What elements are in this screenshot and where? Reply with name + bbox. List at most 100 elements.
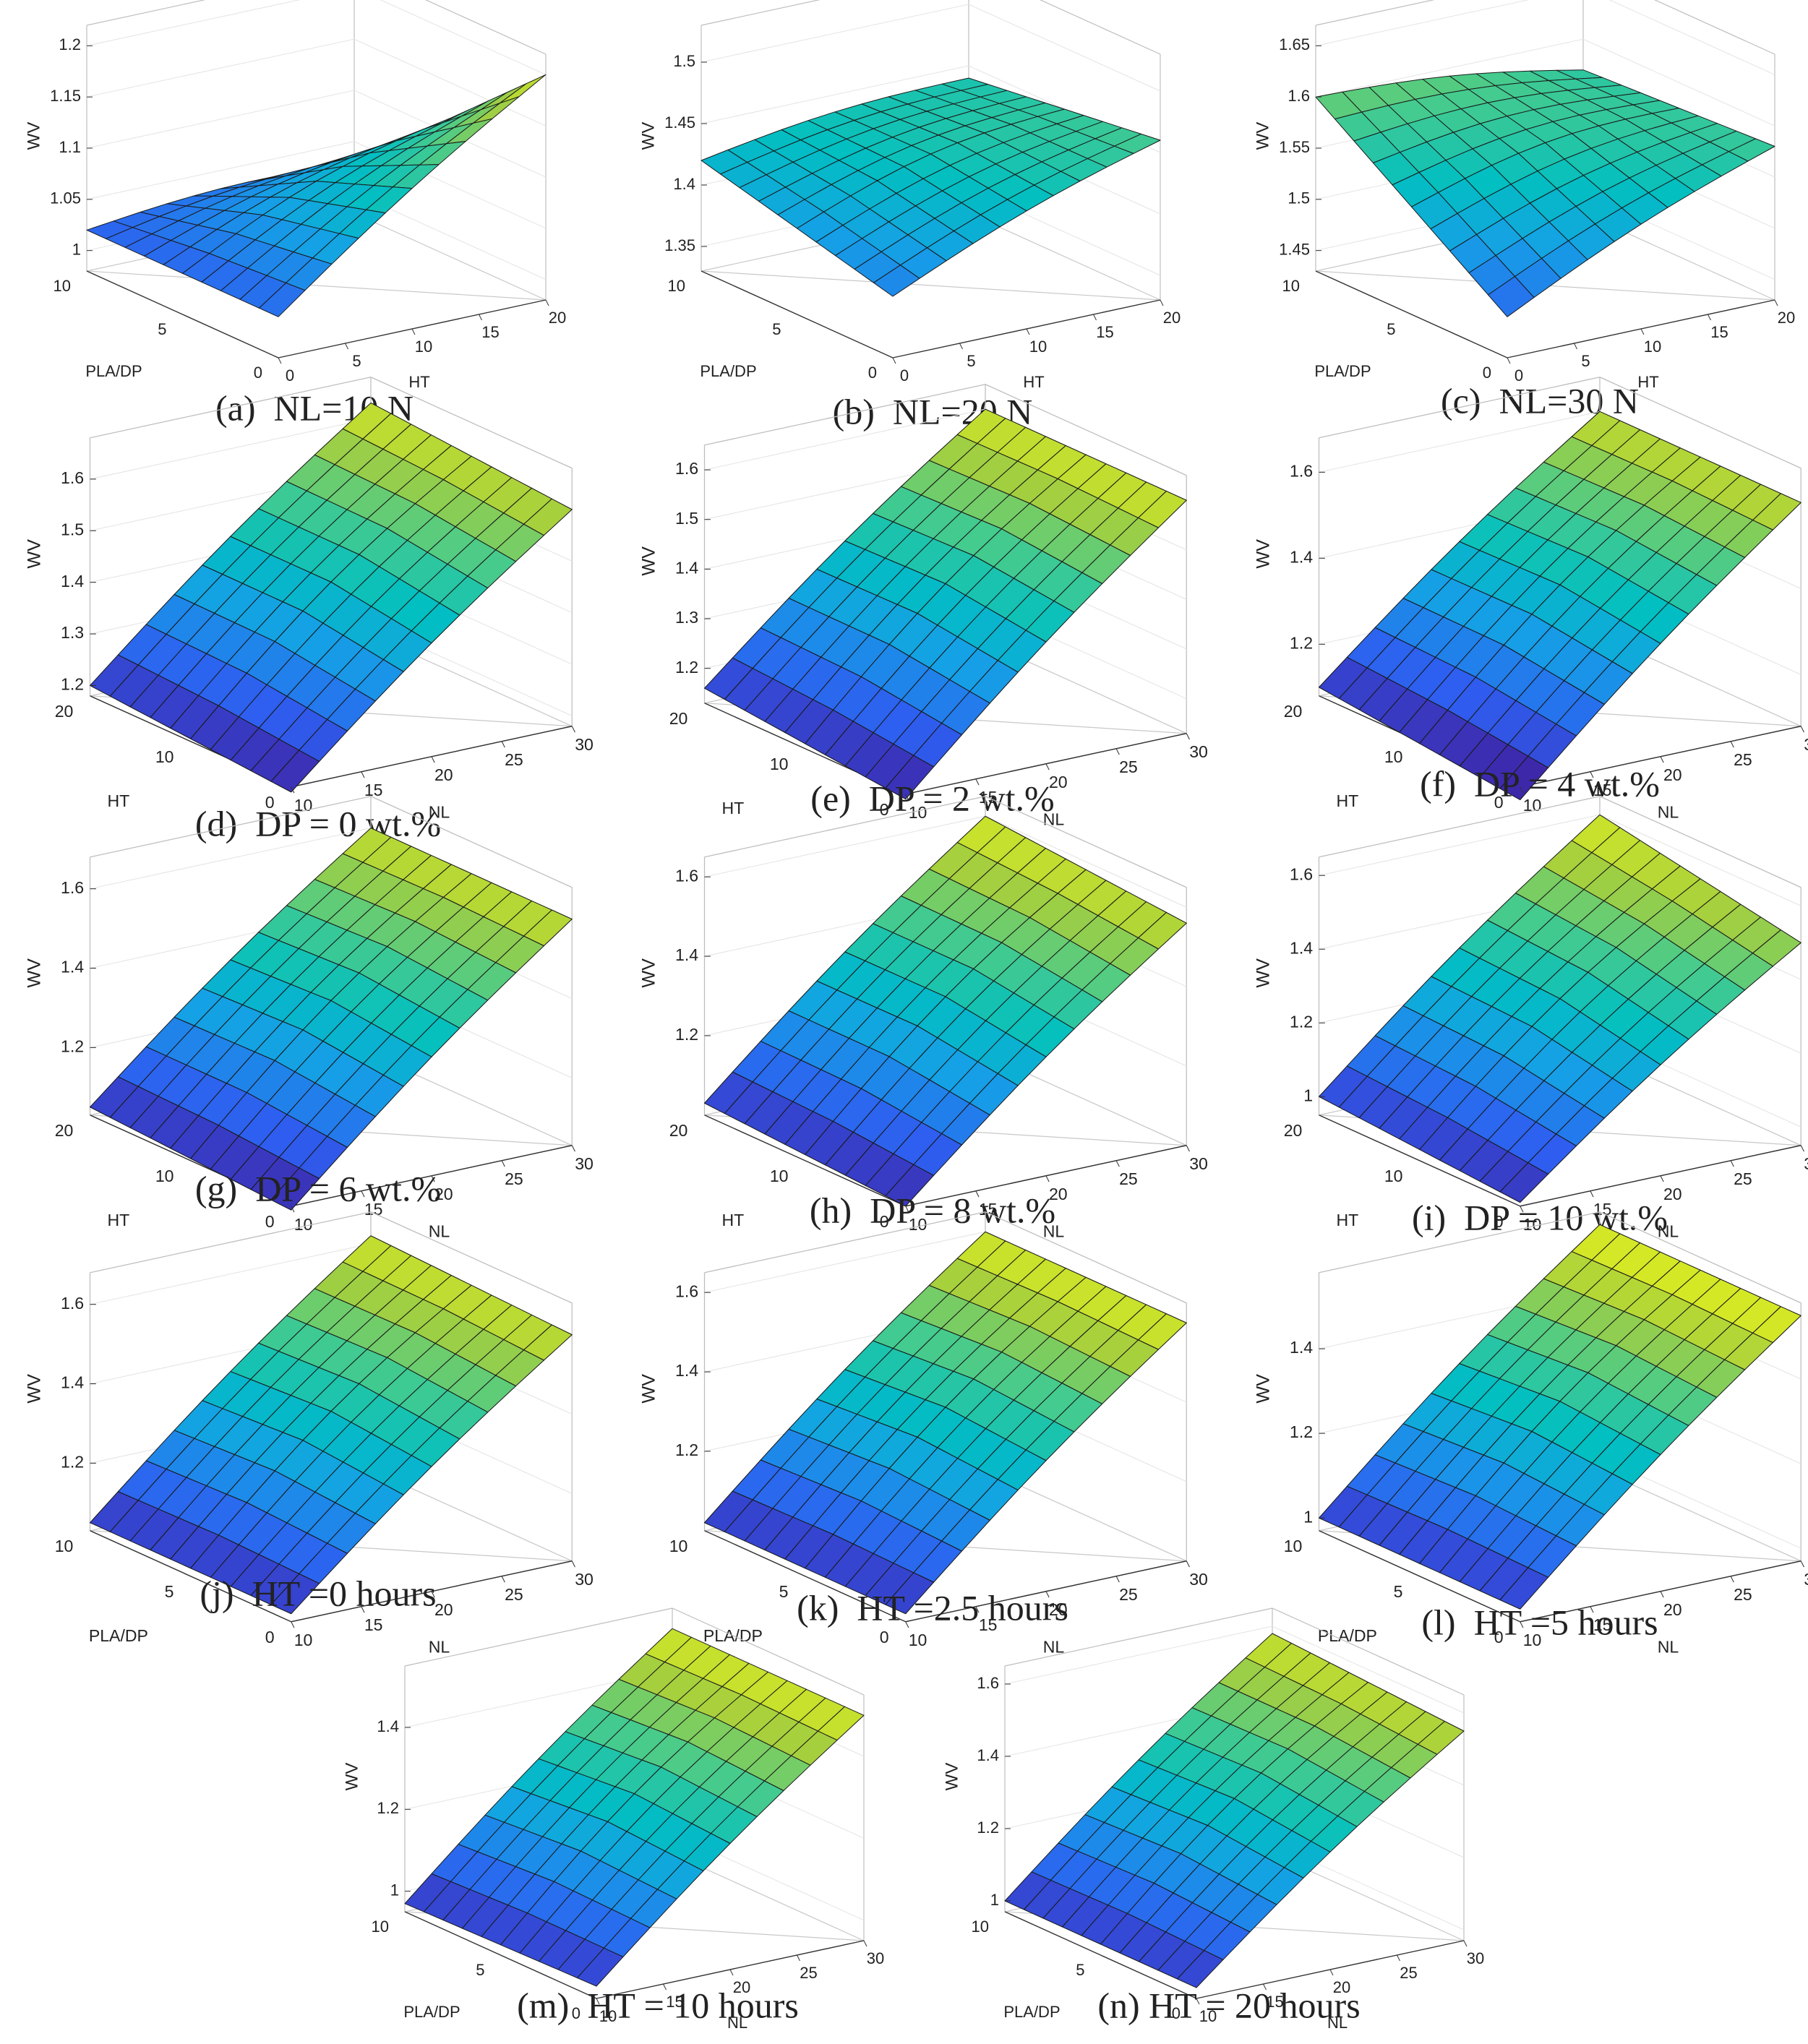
x-tick-label: 10 <box>1384 747 1403 766</box>
z-tick-label: 1 <box>1303 1086 1313 1104</box>
z-axis-label: WV <box>639 1374 659 1404</box>
z-tick-label: 1.5 <box>61 520 84 538</box>
x-tick-label: 5 <box>476 1961 484 1979</box>
z-tick-label: 1.2 <box>61 1452 84 1471</box>
y-tick <box>361 1190 365 1198</box>
y-tick-label: 0 <box>900 366 909 385</box>
y-tick-label: 15 <box>1593 1615 1612 1634</box>
y-tick <box>1730 1576 1734 1583</box>
panel-caption-d: (d) DP = 0 wt.% <box>195 803 441 843</box>
z-tick-label: 1.55 <box>1279 138 1310 156</box>
x-tick-label: 20 <box>669 1121 688 1140</box>
y-tick-label: 25 <box>1734 1169 1752 1188</box>
y-axis-label: HT <box>408 373 429 391</box>
y-tick <box>975 778 980 786</box>
x-tick-label: 10 <box>53 277 71 295</box>
x-tick-label: 5 <box>158 320 166 338</box>
z-axis-label: WV <box>639 958 659 988</box>
x-tick-label: 10 <box>770 755 789 773</box>
z-tick-label: 1.4 <box>675 558 698 577</box>
panel-d: 1.2 1.3 1.4 1.5 1.6 WV 20 10 0 HT 10 15 20 25 30 NL <box>25 377 594 822</box>
y-axis-label: NL <box>1658 1638 1679 1657</box>
y-tick <box>1574 343 1577 350</box>
z-tick-label: 1.2 <box>675 658 698 677</box>
panel-caption-c: (c) NL=30 N <box>1441 380 1639 421</box>
y-tick-label: 20 <box>1049 1600 1068 1619</box>
surface-patch <box>1499 755 1549 801</box>
y-tick-label: 20 <box>733 1978 750 1996</box>
y-tick-label: 25 <box>1119 1169 1138 1188</box>
x-tick-label: 5 <box>779 1582 789 1601</box>
z-gridline <box>701 4 1161 92</box>
z-axis-label: WV <box>25 539 45 569</box>
x-tick-label: 10 <box>1284 1537 1303 1555</box>
y-axis-label: NL <box>429 1638 450 1657</box>
surface <box>89 1235 573 1615</box>
y-tick <box>501 1160 505 1167</box>
z-tick-label: 1.2 <box>59 35 81 53</box>
y-tick-label: 15 <box>1593 781 1612 799</box>
panel-caption-g: (g) DP = 6 wt.% <box>195 1168 441 1208</box>
y-tick <box>1045 1591 1050 1598</box>
y-tick <box>797 1954 800 1962</box>
z-axis-label: WV <box>24 122 43 150</box>
surface <box>89 828 573 1211</box>
z-gridline <box>86 90 547 178</box>
panel-b: 1.35 1.4 1.45 1.5 WV 10 5 0 PLA/DP 0 5 10 15 20 HT <box>638 0 1181 391</box>
top-left-edge <box>90 1211 372 1274</box>
y-tick <box>431 756 435 763</box>
y-tick-label: 30 <box>575 1154 594 1173</box>
z-tick-label: 1 <box>390 1881 399 1899</box>
y-tick-label: 10 <box>1523 1631 1542 1649</box>
z-tick-label: 1.2 <box>675 1025 698 1044</box>
y-tick <box>545 299 549 306</box>
y-tick <box>663 1983 667 1991</box>
y-tick <box>291 1621 295 1628</box>
x-tick-label: 20 <box>55 702 74 721</box>
y-tick-label: 10 <box>1644 338 1661 356</box>
x-axis-line <box>1319 1530 1521 1623</box>
x-tick-label: 5 <box>1076 1961 1084 1979</box>
y-tick <box>1186 1145 1190 1152</box>
y-tick-label: 10 <box>1523 796 1542 815</box>
z-tick-label: 1.3 <box>675 608 698 627</box>
z-tick-label: 1.45 <box>1279 240 1310 258</box>
y-tick <box>1800 726 1804 733</box>
panel-n: 1 1.2 1.4 1.6 WV 10 5 0 PLA/DP 10 15 20 25 30 NL <box>942 1607 1484 2032</box>
z-tick-label: 1 <box>72 240 81 258</box>
x-tick-label: 0 <box>265 1212 275 1231</box>
y-tick <box>361 771 365 778</box>
z-tick-label: 1.1 <box>59 138 81 156</box>
z-tick-label: 1.2 <box>377 1799 399 1817</box>
y-tick-label: 30 <box>575 1570 594 1589</box>
x-axis-label: HT <box>721 799 744 817</box>
x-tick-label: 0 <box>1494 1628 1504 1646</box>
top-right-edge <box>672 1607 865 1696</box>
surface <box>1318 1224 1801 1610</box>
y-tick <box>596 1998 600 2005</box>
y-tick <box>1730 1160 1734 1167</box>
top-left-edge <box>1004 1607 1273 1667</box>
z-tick-label: 1.2 <box>977 1818 999 1837</box>
surface-patch <box>873 265 920 297</box>
x-tick-label: 0 <box>880 1628 889 1646</box>
z-tick-label: 1.05 <box>50 189 81 207</box>
y-tick-label: 20 <box>1163 309 1181 327</box>
z-tick-label: 1.6 <box>61 468 84 487</box>
z-axis-label: WV <box>1254 1374 1274 1404</box>
y-tick-label: 15 <box>364 781 383 799</box>
x-tick-label: 10 <box>55 1537 74 1555</box>
y-tick <box>1774 299 1778 306</box>
z-axis-label: WV <box>942 1763 961 1791</box>
panel-caption-k: (k) HT =2.5 hours <box>797 1587 1068 1628</box>
y-tick <box>291 1206 295 1213</box>
surface-patch <box>259 283 306 317</box>
surface-patch <box>577 1947 624 1987</box>
top-left-edge <box>86 0 206 26</box>
x-tick-label: 20 <box>669 709 688 728</box>
z-tick-label: 1.4 <box>61 572 84 591</box>
z-axis-label: WV <box>342 1763 361 1791</box>
top-right-edge <box>1599 377 1801 469</box>
surface-patch <box>885 1164 935 1207</box>
